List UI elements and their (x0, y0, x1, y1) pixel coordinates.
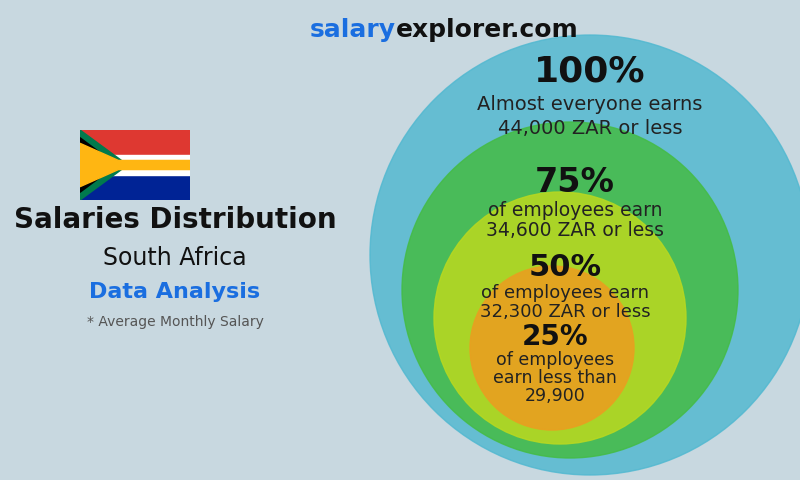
Text: 100%: 100% (534, 55, 646, 89)
Text: earn less than: earn less than (493, 369, 617, 387)
Text: Salaries Distribution: Salaries Distribution (14, 206, 336, 234)
Text: 25%: 25% (522, 323, 588, 351)
Text: * Average Monthly Salary: * Average Monthly Salary (86, 315, 263, 329)
Bar (80, 165, 190, 200)
Text: 34,600 ZAR or less: 34,600 ZAR or less (486, 220, 664, 240)
Text: Data Analysis: Data Analysis (90, 282, 261, 302)
Circle shape (370, 35, 800, 475)
Text: explorer.com: explorer.com (396, 18, 578, 42)
Text: 44,000 ZAR or less: 44,000 ZAR or less (498, 119, 682, 137)
Text: 32,300 ZAR or less: 32,300 ZAR or less (480, 303, 650, 321)
Circle shape (434, 192, 686, 444)
Text: Almost everyone earns: Almost everyone earns (478, 96, 702, 115)
Text: 50%: 50% (529, 253, 602, 283)
Bar (80, 155, 190, 175)
Circle shape (402, 122, 738, 458)
Text: 75%: 75% (535, 167, 615, 200)
Text: of employees earn: of employees earn (481, 284, 649, 302)
Text: of employees: of employees (496, 351, 614, 369)
Polygon shape (80, 130, 128, 200)
Bar (80, 130, 190, 165)
Text: salary: salary (310, 18, 396, 42)
Polygon shape (80, 138, 117, 192)
Circle shape (470, 266, 634, 430)
Text: of employees earn: of employees earn (488, 201, 662, 219)
Polygon shape (80, 144, 190, 187)
Text: 29,900: 29,900 (525, 387, 586, 405)
Text: South Africa: South Africa (103, 246, 247, 270)
